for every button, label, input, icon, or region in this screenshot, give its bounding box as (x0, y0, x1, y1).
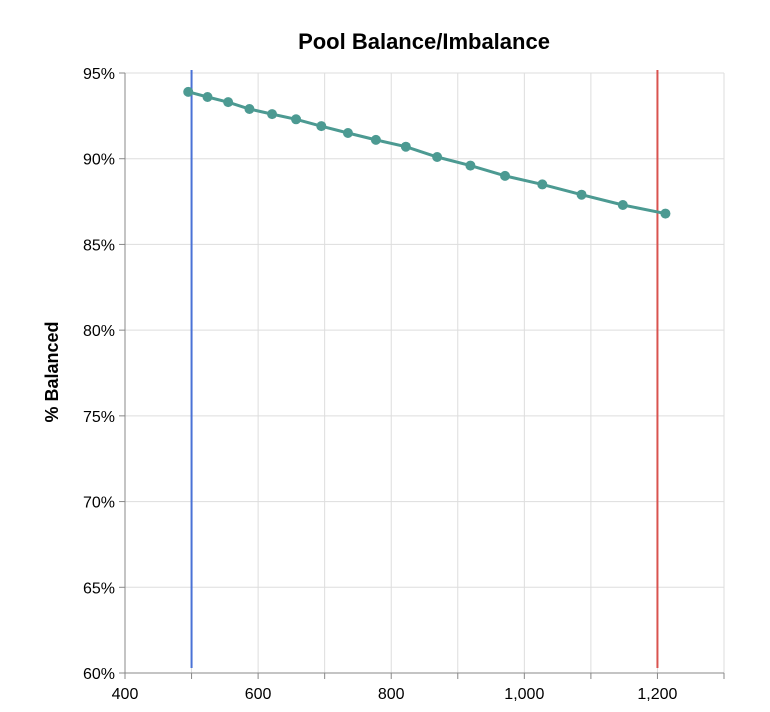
data-point (223, 97, 234, 108)
data-series (183, 86, 671, 219)
series-line (187, 90, 666, 216)
data-point (537, 179, 548, 190)
x-tick-label: 400 (112, 686, 139, 703)
data-point (617, 200, 628, 210)
y-axis-label: % Balanced (42, 321, 62, 422)
data-point (183, 86, 194, 97)
data-point (432, 152, 443, 162)
data-point (202, 92, 213, 102)
gridlines (124, 72, 725, 674)
data-point (316, 121, 327, 132)
chart-title: Pool Balance/Imbalance (298, 29, 550, 54)
data-point (400, 141, 411, 152)
data-point (660, 208, 671, 219)
axes: 60% 65% 70% 75% 80% 85% 90% 95% 400 600 800 1,000 1,… (83, 66, 725, 703)
y-tick-label: 80% (83, 323, 115, 340)
data-point (465, 160, 476, 171)
y-tick-label: 90% (83, 152, 115, 169)
x-tick-label: 800 (378, 686, 405, 703)
x-tick-label: 1,200 (637, 686, 677, 703)
y-tick-label: 95% (83, 66, 115, 83)
data-point (244, 104, 255, 114)
y-tick-label: 85% (83, 237, 115, 254)
y-tick-label: 70% (83, 495, 115, 512)
data-point (267, 109, 278, 120)
x-tick-label: 600 (245, 686, 272, 703)
y-tick-label: 60% (83, 666, 115, 683)
reference-lines (190, 70, 659, 668)
data-point (576, 189, 587, 200)
y-tick-label: 75% (83, 409, 115, 426)
data-point (370, 134, 381, 145)
y-tick-label: 65% (83, 580, 115, 597)
data-point (291, 114, 302, 125)
x-tick-label: 1,000 (504, 686, 544, 703)
data-point (500, 170, 511, 181)
data-point (342, 128, 353, 138)
